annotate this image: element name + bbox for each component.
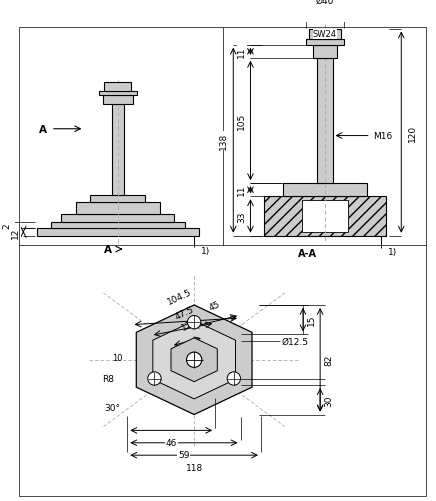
- Polygon shape: [136, 305, 252, 415]
- Text: 118: 118: [186, 463, 203, 472]
- Text: A: A: [104, 244, 112, 255]
- Text: Ø12.5: Ø12.5: [282, 337, 309, 346]
- Bar: [317, 59, 333, 184]
- Bar: [37, 228, 199, 236]
- Bar: [99, 91, 137, 96]
- Bar: [283, 184, 367, 197]
- Circle shape: [227, 372, 241, 385]
- Polygon shape: [153, 321, 235, 399]
- Text: 10: 10: [112, 354, 123, 363]
- Bar: [76, 203, 160, 214]
- Text: A-A: A-A: [298, 248, 317, 259]
- Text: 105: 105: [237, 113, 246, 130]
- Bar: [102, 96, 133, 105]
- Text: 11: 11: [237, 47, 246, 58]
- Bar: [90, 195, 146, 203]
- Bar: [306, 40, 344, 46]
- Text: 33: 33: [237, 211, 246, 222]
- Text: 82: 82: [324, 354, 333, 366]
- Text: 2: 2: [3, 223, 12, 228]
- Bar: [61, 214, 174, 223]
- Text: A: A: [39, 125, 48, 134]
- Text: 59: 59: [178, 450, 190, 459]
- Text: 1): 1): [388, 248, 397, 257]
- Bar: [313, 46, 337, 59]
- Text: R8: R8: [102, 375, 114, 384]
- Bar: [51, 223, 184, 228]
- Text: 45: 45: [208, 299, 222, 312]
- Text: 15: 15: [307, 314, 316, 326]
- Bar: [309, 30, 341, 40]
- Text: Ø40: Ø40: [316, 0, 334, 6]
- Text: 47.5: 47.5: [174, 305, 196, 322]
- Text: 1): 1): [201, 247, 210, 256]
- Text: 46: 46: [166, 438, 177, 447]
- Bar: [302, 201, 348, 232]
- Text: 104.5: 104.5: [166, 287, 194, 306]
- Circle shape: [148, 372, 161, 385]
- Polygon shape: [171, 338, 217, 382]
- Text: SW24: SW24: [313, 30, 337, 39]
- Circle shape: [187, 352, 202, 368]
- Text: 138: 138: [219, 132, 228, 149]
- Text: 12: 12: [11, 226, 20, 238]
- Text: M16: M16: [373, 132, 392, 141]
- Bar: [264, 197, 386, 236]
- Bar: [112, 105, 124, 195]
- Text: 11: 11: [237, 184, 246, 196]
- Bar: [105, 83, 131, 91]
- Text: 30°: 30°: [104, 403, 120, 412]
- Text: 120: 120: [408, 124, 417, 141]
- Text: 30: 30: [324, 394, 333, 406]
- Circle shape: [187, 316, 201, 329]
- Text: 12.5: 12.5: [181, 315, 202, 332]
